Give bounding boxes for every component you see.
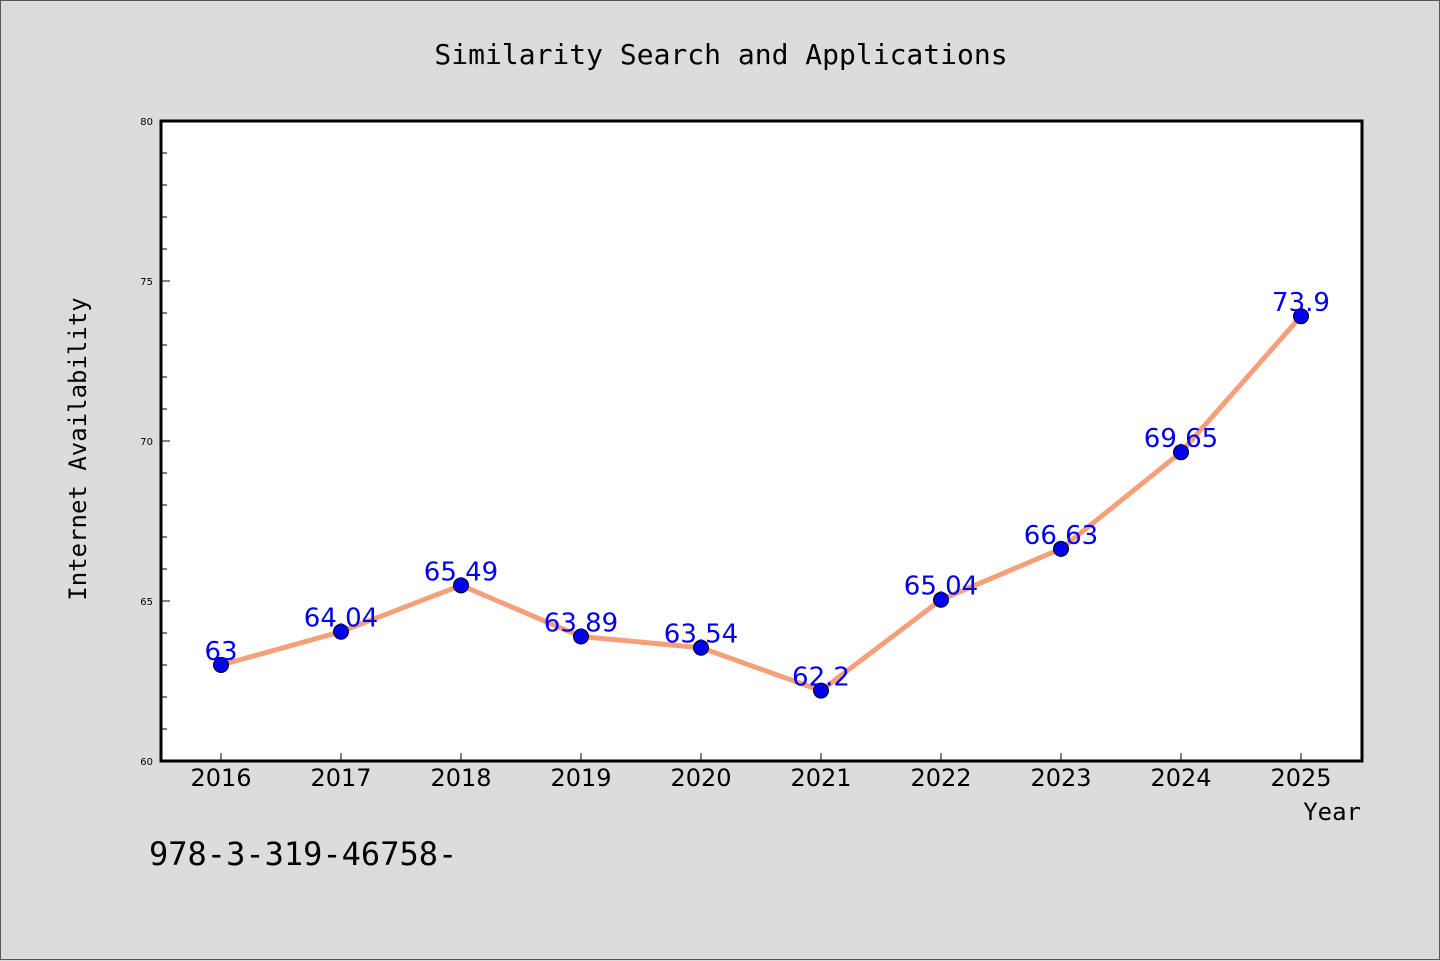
x-tick-label: 2016	[190, 764, 251, 792]
data-label: 65.49	[424, 557, 498, 587]
x-tick-label: 2018	[430, 764, 491, 792]
x-axis: 2016 2017 2018 2019 2020 2021 2022 2023 2024 2025	[190, 753, 1332, 792]
data-point	[333, 623, 349, 640]
x-tick-label: 2025	[1270, 764, 1331, 792]
y-tick-label: 60	[140, 757, 153, 768]
x-tick-label: 2024	[1150, 764, 1211, 792]
data-labels: 63 64.04 65.49 63.89 63.54 62.2 65.04 66.63 69.6…	[204, 288, 1329, 692]
plot-area	[161, 121, 1362, 761]
plot-border	[159, 119, 1364, 763]
x-tick-label: 2019	[550, 764, 611, 792]
data-label: 63.89	[544, 609, 618, 639]
data-label: 63.54	[664, 620, 738, 650]
y-tick-label: 70	[140, 437, 153, 448]
data-markers	[213, 308, 1309, 699]
data-point	[813, 682, 829, 699]
data-label: 65.04	[904, 572, 978, 602]
data-point	[453, 577, 469, 594]
data-point	[1053, 540, 1069, 557]
chart-title: Similarity Search and Applications	[434, 38, 1007, 71]
data-label: 62.2	[792, 663, 850, 693]
data-point	[573, 628, 589, 645]
y-tick-label: 75	[140, 277, 153, 288]
data-label: 64.04	[304, 604, 378, 634]
footer-text: 978-3-319-46758-	[149, 835, 457, 873]
series-line	[218, 313, 1304, 694]
y-axis-label: Internet Availability	[64, 297, 92, 600]
data-label: 66.63	[1024, 521, 1098, 551]
data-label: 73.9	[1272, 288, 1330, 318]
x-tick-label: 2023	[1030, 764, 1091, 792]
y-tick-label: 65	[140, 597, 153, 608]
data-point	[213, 657, 229, 673]
x-axis-label: Year	[1303, 798, 1361, 826]
data-point	[933, 591, 949, 608]
x-tick-label: 2020	[670, 764, 731, 792]
data-label: 69.65	[1144, 424, 1218, 454]
x-tick-label: 2021	[790, 764, 851, 792]
x-tick-label: 2017	[310, 764, 371, 792]
y-tick-label: 80	[140, 117, 153, 128]
data-label: 63	[204, 637, 237, 667]
data-point	[1293, 308, 1309, 325]
x-tick-label: 2022	[910, 764, 971, 792]
data-point	[1173, 444, 1189, 461]
data-point	[693, 639, 709, 656]
